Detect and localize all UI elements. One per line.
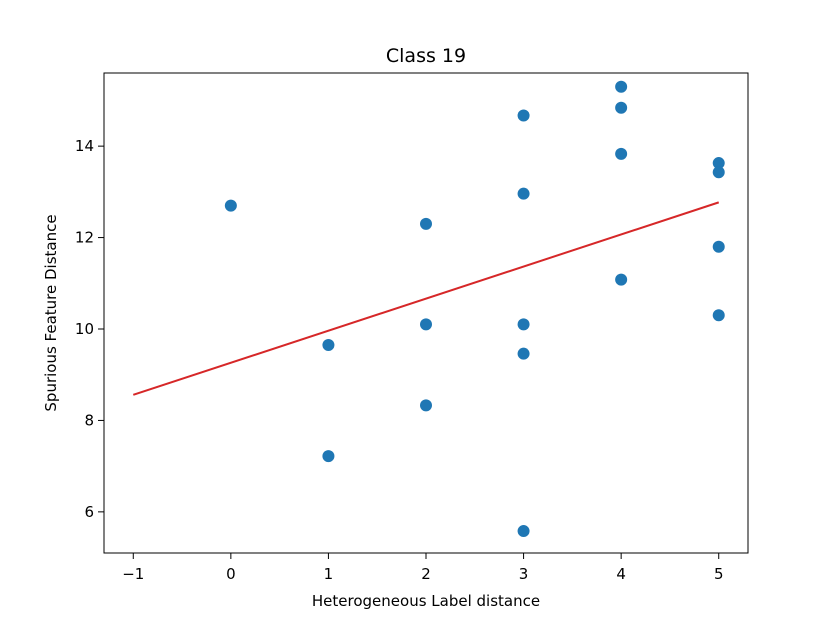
data-point-1 (322, 339, 335, 351)
x-axis-label: Heterogeneous Label distance (312, 592, 540, 610)
x-axis-ticks: −1 0 1 2 3 4 5 (122, 553, 724, 583)
data-point-17 (712, 240, 725, 253)
x-tick-label: 5 (714, 565, 724, 583)
y-axis-ticks: 6 8 10 12 14 (75, 137, 104, 521)
data-point-18 (712, 309, 725, 322)
data-point-14 (615, 273, 628, 286)
data-point-0 (224, 199, 237, 212)
data-point-9 (517, 347, 530, 360)
data-point-12 (615, 101, 628, 114)
y-tick-label: 6 (84, 503, 94, 521)
data-point-7 (517, 187, 530, 200)
x-tick-label: 4 (616, 565, 626, 583)
y-tick-label: 8 (84, 411, 94, 429)
data-point-10 (517, 525, 530, 538)
data-point-3 (420, 217, 432, 230)
data-point-16 (712, 166, 725, 179)
data-point-8 (517, 318, 530, 331)
y-tick-label: 10 (75, 320, 94, 338)
plot-frame (103, 72, 749, 554)
data-point-15 (712, 157, 725, 170)
data-point-6 (517, 109, 530, 122)
data-point-4 (420, 318, 432, 331)
x-tick-label: 2 (421, 565, 431, 583)
y-axis-label: Spurious Feature Distance (42, 214, 60, 411)
x-tick-label: 1 (324, 565, 334, 583)
chart-title: Class 19 (386, 45, 466, 67)
data-point-2 (322, 450, 335, 463)
x-tick-label: 0 (226, 565, 236, 583)
y-tick-label: 14 (75, 137, 94, 155)
data-layer (132, 80, 725, 538)
fit-line (132, 201, 720, 396)
x-tick-label: −1 (122, 565, 144, 583)
data-point-13 (615, 147, 628, 160)
data-point-11 (615, 80, 628, 93)
x-tick-label: 3 (519, 565, 529, 583)
y-tick-label: 12 (75, 229, 94, 247)
data-point-5 (420, 399, 432, 412)
